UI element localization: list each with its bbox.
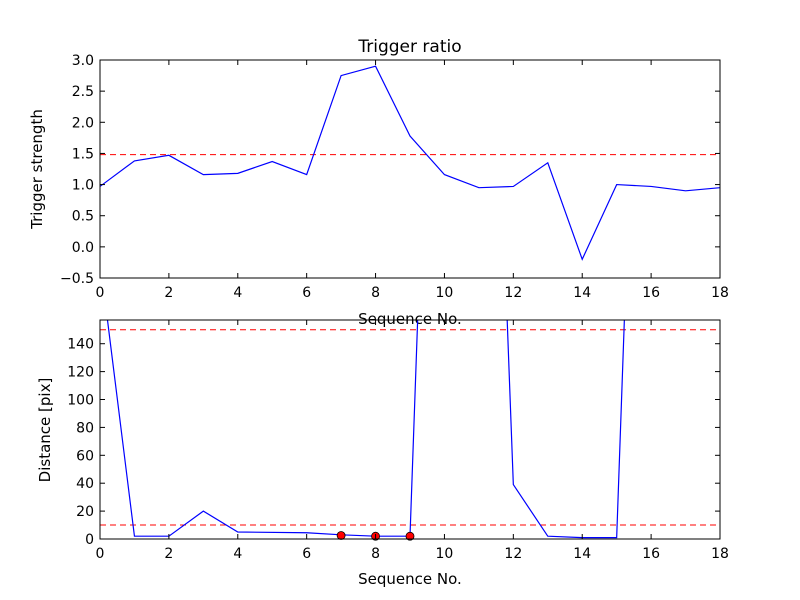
x-tick-label: 8 — [371, 546, 380, 562]
data-point-marker — [336, 531, 346, 540]
x-axis-label: Sequence No. — [358, 570, 462, 588]
y-tick-label: 1.0 — [72, 178, 94, 194]
x-tick-label: 0 — [96, 546, 105, 562]
x-tick-label: 10 — [436, 546, 454, 562]
x-tick-label: 16 — [642, 546, 660, 562]
x-tick-label: 18 — [711, 285, 729, 301]
y-tick-label: 0.0 — [72, 240, 94, 256]
x-tick-label: 16 — [642, 285, 660, 301]
x-tick-label: 10 — [436, 285, 454, 301]
x-tick-label: 14 — [573, 546, 591, 562]
series-line — [106, 320, 625, 539]
plot-frame — [99, 319, 721, 540]
x-tick-label: 2 — [164, 546, 173, 562]
y-tick-label: 100 — [67, 393, 94, 409]
y-tick-label: 2.5 — [72, 84, 94, 100]
y-tick-label: 80 — [76, 420, 94, 436]
plot-frame — [99, 59, 721, 279]
y-tick-label: 1.5 — [72, 146, 94, 162]
x-tick-label: 6 — [302, 285, 311, 301]
x-tick-label: 2 — [164, 285, 173, 301]
x-tick-label: 14 — [573, 285, 591, 301]
chart-title: Trigger ratio — [357, 37, 461, 57]
x-tick-label: 12 — [504, 546, 522, 562]
data-point-marker — [405, 531, 415, 541]
y-tick-label: 20 — [76, 504, 94, 520]
y-tick-label: 0.5 — [72, 209, 94, 225]
trigger-ratio-chart: Trigger ratio Sequence No. Trigger stren… — [28, 37, 729, 328]
y-axis-label: Distance [pix] — [36, 378, 54, 483]
x-tick-label: 6 — [302, 546, 311, 562]
x-tick-label: 4 — [233, 546, 242, 562]
y-tick-label: 140 — [67, 337, 94, 353]
x-axis-label: Sequence No. — [358, 310, 462, 328]
x-tick-label: 4 — [233, 285, 242, 301]
x-tick-label: 12 — [504, 285, 522, 301]
y-tick-label: 0 — [85, 532, 94, 548]
x-tick-label: 0 — [96, 285, 105, 301]
y-tick-label: 40 — [76, 476, 94, 492]
x-tick-label: 18 — [711, 546, 729, 562]
y-tick-label: 2.0 — [72, 115, 94, 131]
distance-chart: Sequence No. Distance [pix] 0 2 4 6 8 10 12 14 1… — [36, 319, 729, 588]
series-line — [100, 65, 720, 261]
y-tick-label: 120 — [67, 365, 94, 381]
x-tick-label: 8 — [371, 285, 380, 301]
y-tick-label: 60 — [76, 448, 94, 464]
y-tick-label: −0.5 — [60, 271, 94, 287]
y-tick-label: 3.0 — [72, 53, 94, 69]
y-axis-label: Trigger strength — [28, 109, 46, 230]
